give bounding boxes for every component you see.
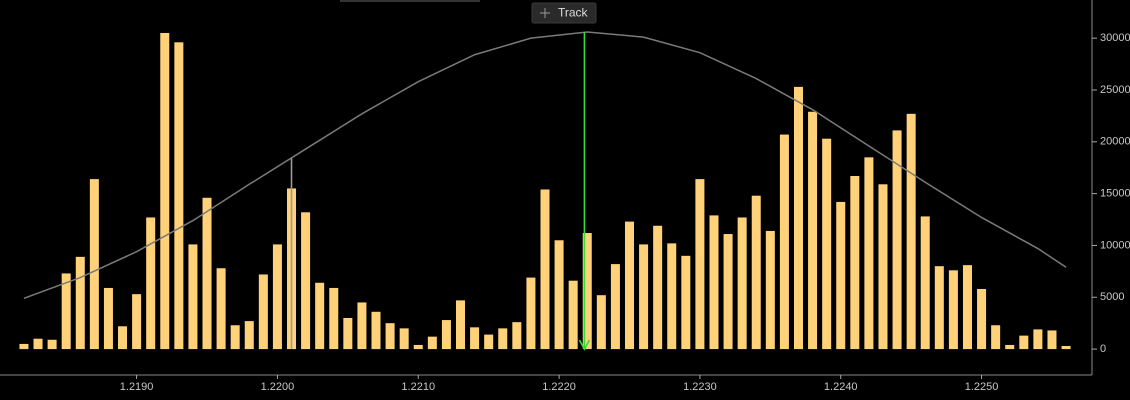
bar — [1019, 335, 1029, 350]
bar — [61, 273, 71, 350]
bar — [89, 179, 99, 350]
bar — [315, 282, 325, 350]
normal-curve — [23, 31, 1067, 300]
bar — [371, 311, 381, 350]
bar — [470, 327, 480, 350]
bar — [455, 300, 466, 350]
bar — [399, 328, 409, 350]
bar — [498, 328, 508, 350]
bar — [75, 256, 85, 350]
y-tick-label: 30000 — [1100, 32, 1130, 44]
bar — [850, 176, 860, 350]
bar — [751, 195, 761, 350]
bar — [1005, 344, 1015, 350]
arrow-head — [578, 339, 591, 351]
bar — [906, 113, 916, 350]
bar — [174, 42, 184, 350]
y-tick-label: 5000 — [1100, 291, 1124, 303]
bar — [19, 343, 29, 350]
bar — [441, 320, 451, 350]
y-tick-label: 20000 — [1100, 136, 1130, 148]
bar — [793, 86, 803, 350]
bar — [188, 244, 198, 350]
y-tick-label: 0 — [1100, 343, 1106, 355]
bar — [667, 243, 677, 350]
button-frame[interactable] — [531, 2, 597, 24]
bar — [216, 268, 226, 350]
top-strip — [340, 0, 480, 2]
track-button[interactable]: Track — [531, 2, 597, 24]
bar — [329, 287, 339, 350]
bar — [160, 32, 170, 350]
x-tick-label: 1.2250 — [965, 381, 999, 393]
bar — [33, 338, 43, 350]
bar — [258, 274, 268, 350]
bar — [582, 233, 592, 350]
bar — [301, 212, 311, 350]
bar — [202, 197, 212, 350]
bar — [878, 184, 888, 350]
bar — [568, 280, 578, 350]
bar — [737, 217, 747, 350]
bar — [920, 216, 930, 350]
bar — [385, 323, 395, 350]
bar — [132, 294, 142, 350]
button-label[interactable]: Track — [558, 6, 589, 20]
bar — [427, 336, 437, 350]
x-tick-label: 1.2220 — [542, 381, 576, 393]
bar — [554, 240, 564, 350]
bar — [610, 264, 620, 350]
bar — [244, 321, 254, 350]
bar — [695, 179, 705, 350]
x-tick-label: 1.2230 — [683, 381, 717, 393]
bar — [512, 322, 522, 350]
x-tick-label: 1.2240 — [824, 381, 858, 393]
x-tick-label: 1.2210 — [401, 381, 435, 393]
bar — [118, 326, 128, 350]
bar — [596, 295, 606, 350]
bar — [836, 201, 846, 350]
bar — [540, 189, 550, 350]
y-tick-label: 10000 — [1100, 239, 1130, 251]
x-tick-label: 1.2200 — [261, 381, 295, 393]
bar — [962, 265, 972, 350]
bar — [864, 157, 874, 350]
bar — [723, 234, 733, 350]
bar — [808, 111, 818, 350]
bar — [343, 317, 353, 350]
bar — [1061, 345, 1071, 350]
bar — [639, 244, 649, 350]
bar — [624, 221, 635, 350]
x-tick-label: 1.2190 — [120, 381, 154, 393]
bar — [1047, 330, 1057, 350]
bar — [526, 277, 536, 350]
bar — [977, 288, 987, 350]
bar — [484, 334, 494, 350]
bar — [47, 339, 57, 350]
bar — [103, 287, 113, 350]
bar — [357, 302, 367, 350]
bar — [779, 134, 789, 350]
bar — [822, 138, 832, 350]
bar — [709, 215, 719, 350]
bar — [934, 266, 944, 350]
bar — [413, 344, 423, 350]
bar — [681, 255, 691, 350]
bar — [765, 230, 775, 350]
bar — [1033, 329, 1043, 350]
crosshair-icon — [540, 8, 550, 18]
bar — [948, 270, 958, 350]
bar — [146, 217, 156, 350]
bar — [892, 130, 902, 350]
bar — [272, 244, 282, 350]
y-tick-label: 25000 — [1100, 84, 1130, 96]
bar — [991, 325, 1001, 350]
y-tick-label: 15000 — [1100, 188, 1130, 200]
bar — [230, 325, 240, 350]
bar — [653, 225, 663, 350]
